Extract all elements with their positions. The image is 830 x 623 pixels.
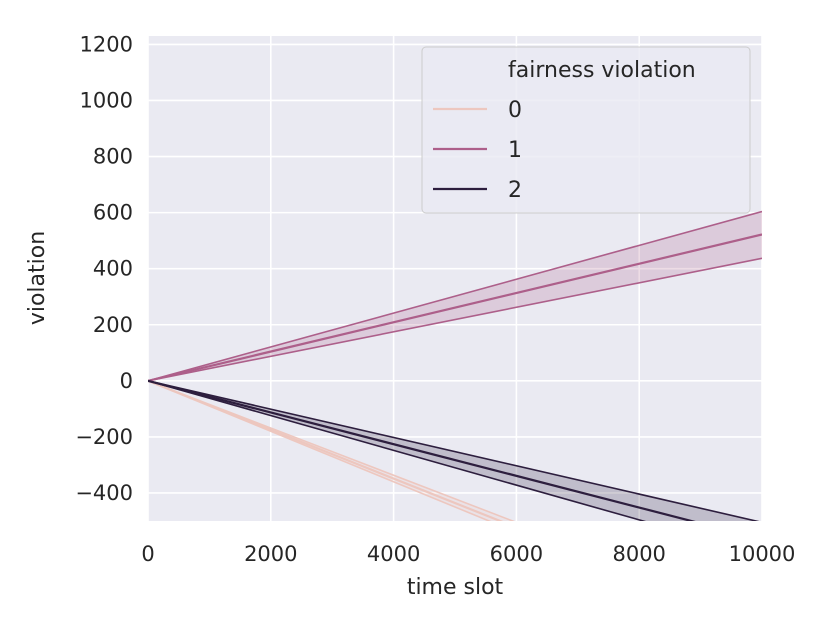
y-tick-label: 400: [93, 257, 133, 281]
x-tick-label: 10000: [729, 542, 796, 566]
series-2-lower-line: [148, 380, 647, 521]
series-2-mean-line: [148, 379, 696, 521]
y-tick-label: 200: [93, 313, 133, 337]
y-tick-label: 1200: [80, 32, 133, 56]
legend-box: [421, 46, 751, 214]
legend-label-1: 1: [508, 138, 522, 163]
series-1-upper-line: [148, 210, 762, 382]
y-tick-label: 1000: [80, 88, 133, 112]
x-tick-label: 6000: [490, 542, 543, 566]
legend-label-2: 2: [508, 178, 522, 203]
y-axis-ticks: −400 −200 0 200 400 600 800 1000 1200: [75, 32, 133, 505]
x-axis-label: time slot: [407, 575, 504, 600]
y-tick-label: 600: [93, 201, 133, 225]
x-tick-label: 4000: [367, 542, 420, 566]
series-layer: [148, 210, 762, 521]
x-tick-label: 8000: [612, 542, 665, 566]
x-tick-label: 0: [141, 542, 154, 566]
legend: fairness violation 0 1 2: [421, 46, 751, 214]
legend-label-0: 0: [508, 98, 522, 123]
y-tick-label: 0: [120, 369, 133, 393]
series-1-lower-line: [148, 257, 762, 382]
legend-title: fairness violation: [508, 58, 696, 83]
series-1-mean-line: [148, 233, 762, 382]
series-2-upper-line: [148, 380, 760, 521]
y-tick-label: −400: [75, 481, 133, 505]
y-tick-label: 800: [93, 145, 133, 169]
x-tick-label: 2000: [244, 542, 297, 566]
series-0-mean-line: [148, 379, 504, 521]
y-axis-label: violation: [25, 231, 50, 325]
y-tick-label: −200: [75, 425, 133, 449]
x-axis-ticks: 0 2000 4000 6000 8000 10000: [141, 542, 795, 566]
